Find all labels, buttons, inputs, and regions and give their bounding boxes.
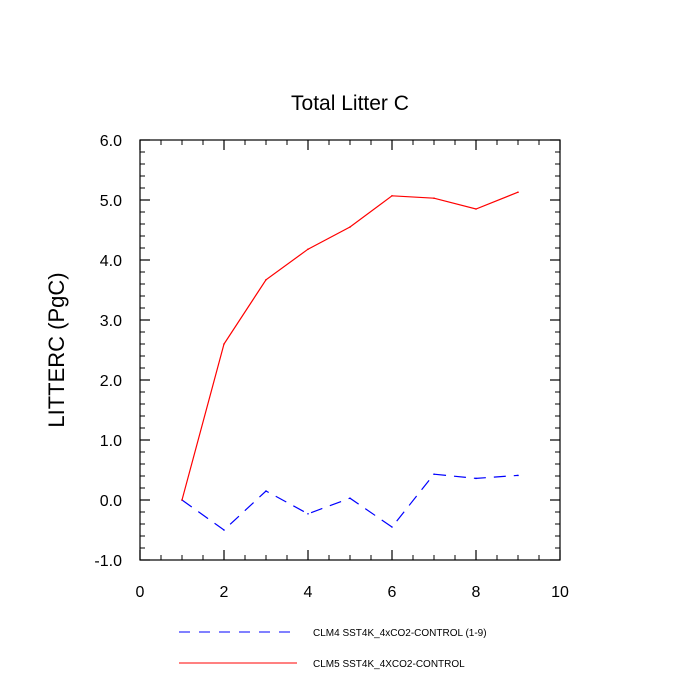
y-tick-label: 5.0 <box>100 193 122 210</box>
y-tick-label: 2.0 <box>100 373 122 390</box>
data-point <box>433 473 435 476</box>
data-point <box>265 490 267 492</box>
y-tick-label: -1.0 <box>94 553 122 570</box>
series-layer <box>181 191 519 531</box>
y-tick-label: 0.0 <box>100 493 122 510</box>
legend: CLM4 SST4K_4xCO2-CONTROL (1-9) CLM5 SST4K… <box>179 628 487 670</box>
series-line-clm5 <box>181 191 519 501</box>
chart-title: Total Litter C <box>291 92 409 115</box>
data-point <box>433 197 435 199</box>
data-point <box>307 513 309 515</box>
data-point <box>349 497 351 500</box>
major-ticks <box>139 139 561 561</box>
x-tick-label: 8 <box>472 584 481 601</box>
data-point <box>349 226 351 228</box>
data-point <box>223 343 225 345</box>
data-point <box>517 191 519 193</box>
x-tick-label: 6 <box>388 584 397 601</box>
plot-frame <box>139 139 561 561</box>
y-tick-label: 4.0 <box>100 253 122 270</box>
minor-ticks <box>140 140 560 560</box>
data-point <box>475 477 477 480</box>
y-tick-label: 3.0 <box>100 313 122 330</box>
y-tick-label: 1.0 <box>100 433 122 450</box>
legend-label: CLM5 SST4K_4XCO2-CONTROL <box>313 659 465 670</box>
data-point <box>391 526 393 528</box>
data-point <box>223 529 225 531</box>
y-tick-label: 6.0 <box>100 133 122 150</box>
series-line-clm4 <box>181 473 519 531</box>
x-tick-label: 4 <box>304 584 313 601</box>
legend-label: CLM4 SST4K_4xCO2-CONTROL (1-9) <box>313 628 487 639</box>
x-tick-label: 10 <box>551 584 569 601</box>
data-point <box>517 474 519 477</box>
x-tick-label: 2 <box>220 584 229 601</box>
data-point <box>181 499 183 501</box>
data-point <box>391 195 393 197</box>
data-point <box>265 279 267 281</box>
x-tick-labels: 0 2 4 6 8 10 <box>136 584 569 601</box>
data-point <box>307 248 309 250</box>
y-axis-label: LITTERC (PgC) <box>44 272 69 427</box>
data-point <box>475 208 477 210</box>
x-tick-label: 0 <box>136 584 145 601</box>
y-tick-labels: -1.0 0.0 1.0 2.0 3.0 4.0 5.0 6.0 <box>94 133 122 570</box>
